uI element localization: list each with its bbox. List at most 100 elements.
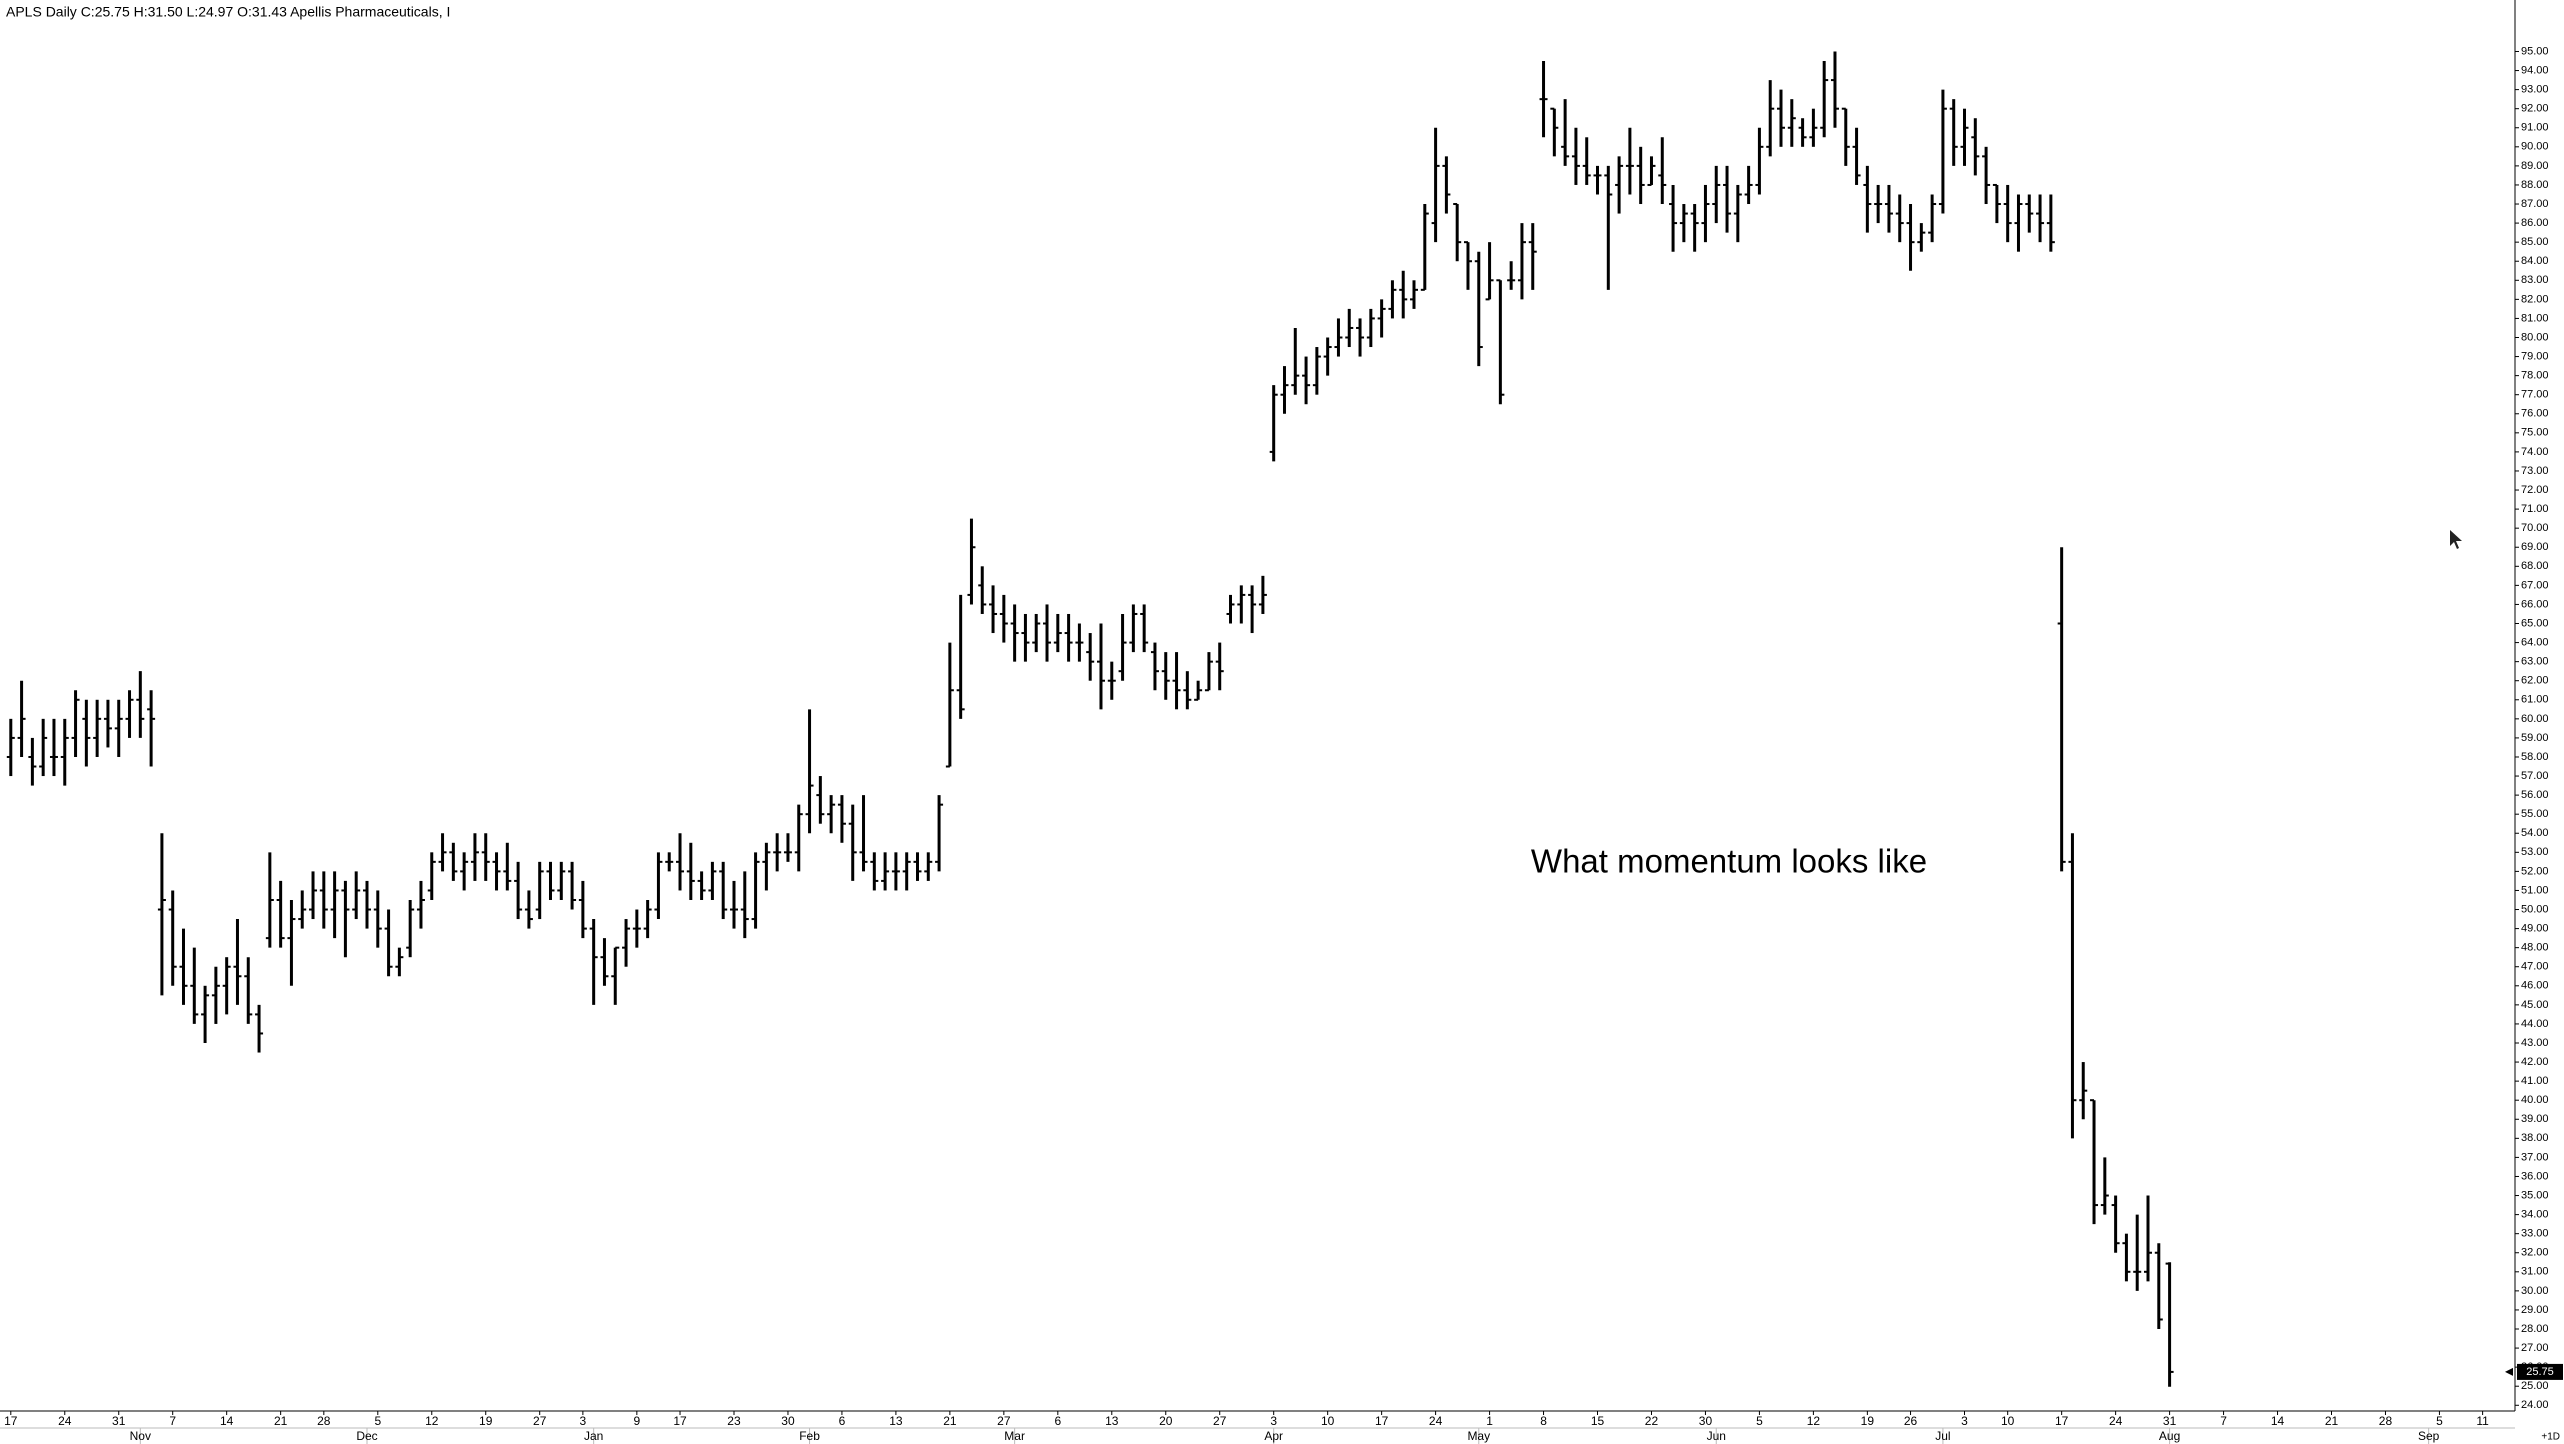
x-tick-label: 21 [943,1414,957,1428]
x-tick-label: 19 [1861,1414,1875,1428]
y-tick-label: 46.00 [2521,980,2549,992]
y-tick-label: 75.00 [2521,427,2549,439]
month-label: Nov [130,1429,151,1443]
x-tick-label: 28 [2379,1414,2393,1428]
y-tick-label: 69.00 [2521,541,2549,553]
y-tick-label: 85.00 [2521,236,2549,248]
y-tick-label: 63.00 [2521,656,2549,668]
x-tick-label: 12 [425,1414,439,1428]
y-tick-label: 58.00 [2521,751,2549,763]
x-tick-label: 12 [1807,1414,1821,1428]
month-label: May [1467,1429,1490,1443]
mouse-cursor [2450,530,2462,549]
y-tick-label: 25.00 [2521,1380,2549,1392]
y-tick-label: 76.00 [2521,408,2549,420]
x-tick-label: 5 [374,1414,381,1428]
y-tick-label: 27.00 [2521,1342,2549,1354]
y-tick-label: 57.00 [2521,770,2549,782]
corner-label: +1D [2541,1432,2560,1443]
y-tick-label: 52.00 [2521,865,2549,877]
y-tick-label: 34.00 [2521,1209,2549,1221]
y-tick-label: 50.00 [2521,903,2549,915]
y-tick-label: 62.00 [2521,675,2549,687]
y-tick-label: 35.00 [2521,1189,2549,1201]
x-tick-label: 14 [220,1414,234,1428]
y-tick-label: 79.00 [2521,350,2549,362]
x-tick-label: 3 [580,1414,587,1428]
y-tick-label: 24.00 [2521,1399,2549,1411]
x-tick-label: 27 [997,1414,1011,1428]
x-tick-label: 21 [274,1414,288,1428]
y-tick-label: 49.00 [2521,922,2549,934]
x-tick-label: 30 [1699,1414,1713,1428]
y-tick-label: 39.00 [2521,1113,2549,1125]
month-label: Mar [1004,1429,1025,1443]
x-tick-label: 19 [479,1414,493,1428]
y-tick-label: 74.00 [2521,446,2549,458]
y-tick-label: 68.00 [2521,560,2549,572]
x-tick-label: 11 [2476,1414,2489,1428]
y-tick-label: 48.00 [2521,942,2549,954]
x-tick-label: 27 [533,1414,547,1428]
y-tick-label: 81.00 [2521,312,2549,324]
y-tick-label: 54.00 [2521,827,2549,839]
y-tick-label: 70.00 [2521,522,2549,534]
y-tick-label: 73.00 [2521,465,2549,477]
month-label: Jul [1935,1429,1950,1443]
x-tick-label: 8 [1540,1414,1547,1428]
x-tick-label: 10 [1321,1414,1335,1428]
x-tick-label: 31 [112,1414,126,1428]
y-tick-label: 82.00 [2521,293,2549,305]
x-tick-label: 26 [1904,1414,1918,1428]
y-tick-label: 51.00 [2521,884,2549,896]
x-tick-label: 17 [1375,1414,1389,1428]
y-tick-label: 94.00 [2521,64,2549,76]
y-tick-label: 78.00 [2521,370,2549,382]
y-tick-label: 36.00 [2521,1170,2549,1182]
x-tick-label: 10 [2001,1414,2015,1428]
month-label: Jun [1707,1429,1726,1443]
y-tick-label: 65.00 [2521,617,2549,629]
y-tick-label: 88.00 [2521,179,2549,191]
y-tick-label: 60.00 [2521,713,2549,725]
x-tick-label: 7 [2220,1414,2227,1428]
month-label: Apr [1264,1429,1283,1443]
month-label: Feb [799,1429,820,1443]
y-tick-label: 67.00 [2521,579,2549,591]
y-tick-label: 30.00 [2521,1285,2549,1297]
annotation: What momentum looks like [1531,843,1927,880]
y-tick-label: 89.00 [2521,160,2549,172]
x-tick-label: 9 [634,1414,641,1428]
x-tick-label: 23 [727,1414,741,1428]
x-tick-label: 21 [2325,1414,2339,1428]
y-tick-label: 47.00 [2521,961,2549,973]
x-tick-label: 13 [1105,1414,1119,1428]
y-tick-label: 29.00 [2521,1304,2549,1316]
x-tick-label: 24 [2109,1414,2123,1428]
y-tick-label: 32.00 [2521,1247,2549,1259]
y-tick-label: 83.00 [2521,274,2549,286]
x-tick-label: 17 [4,1414,18,1428]
x-tick-label: 17 [673,1414,687,1428]
y-tick-label: 41.00 [2521,1075,2549,1087]
y-tick-label: 92.00 [2521,103,2549,115]
y-tick-label: 40.00 [2521,1094,2549,1106]
month-label: Jan [584,1429,603,1443]
x-tick-label: 3 [1270,1414,1277,1428]
x-tick-label: 13 [889,1414,903,1428]
x-tick-label: 24 [58,1414,72,1428]
x-tick-label: 24 [1429,1414,1443,1428]
x-tick-label: 30 [781,1414,795,1428]
y-tick-label: 93.00 [2521,84,2549,96]
y-tick-label: 64.00 [2521,636,2549,648]
y-tick-label: 55.00 [2521,808,2549,820]
y-tick-label: 87.00 [2521,198,2549,210]
month-label: Dec [356,1429,377,1443]
y-tick-label: 95.00 [2521,45,2549,57]
x-tick-label: 28 [317,1414,331,1428]
y-tick-label: 44.00 [2521,1018,2549,1030]
x-tick-label: 22 [1645,1414,1659,1428]
